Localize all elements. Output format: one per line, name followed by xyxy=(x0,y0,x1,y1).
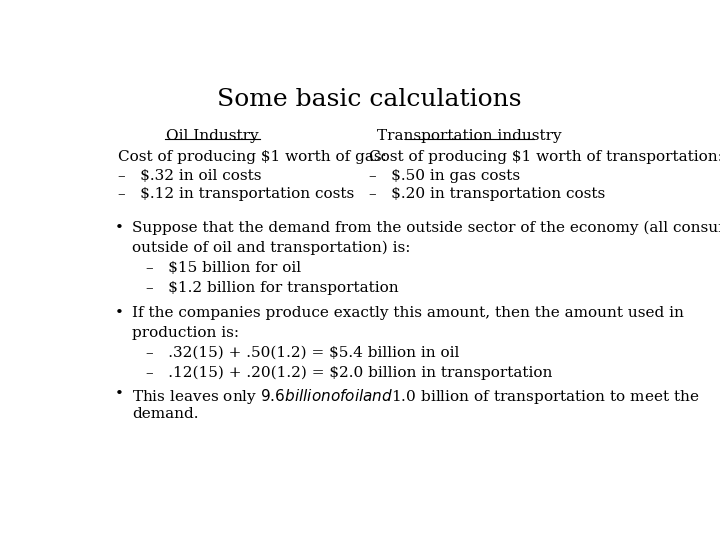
Text: –   $.20 in transportation costs: – $.20 in transportation costs xyxy=(369,187,606,201)
Text: Some basic calculations: Some basic calculations xyxy=(217,87,521,111)
Text: –   .12(15) + .20(1.2) = $2.0 billion in transportation: – .12(15) + .20(1.2) = $2.0 billion in t… xyxy=(145,366,552,380)
Text: demand.: demand. xyxy=(132,407,198,421)
Text: Suppose that the demand from the outside sector of the economy (all consumers: Suppose that the demand from the outside… xyxy=(132,221,720,235)
Text: Transportation industry: Transportation industry xyxy=(377,129,562,143)
Text: –   $1.2 billion for transportation: – $1.2 billion for transportation xyxy=(145,281,398,295)
Text: If the companies produce exactly this amount, then the amount used in: If the companies produce exactly this am… xyxy=(132,306,684,320)
Text: This leaves only $9.6 billion of oil and $1.0 billion of transportation to meet : This leaves only $9.6 billion of oil and… xyxy=(132,387,699,406)
Text: –   $15 billion for oil: – $15 billion for oil xyxy=(145,261,301,275)
Text: Cost of producing $1 worth of transportation:: Cost of producing $1 worth of transporta… xyxy=(369,150,720,164)
Text: –   $.50 in gas costs: – $.50 in gas costs xyxy=(369,168,520,183)
Text: Oil Industry: Oil Industry xyxy=(166,129,259,143)
Text: outside of oil and transportation) is:: outside of oil and transportation) is: xyxy=(132,241,410,255)
Text: production is:: production is: xyxy=(132,326,239,340)
Text: –   .32(15) + .50(1.2) = $5.4 billion in oil: – .32(15) + .50(1.2) = $5.4 billion in o… xyxy=(145,346,459,360)
Text: •: • xyxy=(115,221,124,235)
Text: Cost of producing $1 worth of gas:: Cost of producing $1 worth of gas: xyxy=(118,150,387,164)
Text: –   $.12 in transportation costs: – $.12 in transportation costs xyxy=(118,187,354,201)
Text: •: • xyxy=(115,387,124,401)
Text: –   $.32 in oil costs: – $.32 in oil costs xyxy=(118,168,261,183)
Text: •: • xyxy=(115,306,124,320)
